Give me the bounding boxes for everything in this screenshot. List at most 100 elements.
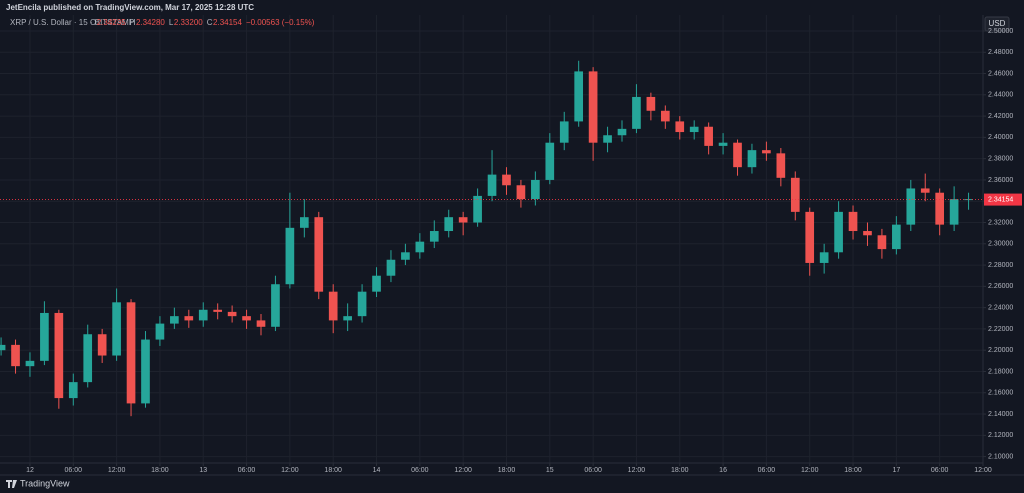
candle-body bbox=[920, 188, 930, 193]
y-tick-label: 2.36000 bbox=[988, 177, 1013, 184]
candle-body bbox=[458, 217, 468, 223]
y-tick-label: 2.12000 bbox=[988, 432, 1013, 439]
candle-body bbox=[819, 252, 829, 263]
candle-body bbox=[97, 334, 107, 356]
candle-body bbox=[762, 150, 771, 154]
candle-body bbox=[242, 316, 251, 321]
x-tick-label: 06:00 bbox=[65, 467, 83, 474]
candle-body bbox=[112, 302, 121, 356]
y-tick-label: 2.20000 bbox=[988, 347, 1013, 354]
x-tick-label: 06:00 bbox=[931, 467, 949, 474]
candle-body bbox=[429, 231, 439, 242]
x-tick-label: 18:00 bbox=[324, 467, 342, 474]
y-tick-label: 2.32000 bbox=[988, 219, 1013, 226]
publisher: JetEncila published on TradingView.com, … bbox=[6, 3, 254, 12]
candle-body bbox=[574, 71, 584, 122]
ohlc-value: 2.34280 bbox=[136, 18, 165, 27]
x-tick-label: 17 bbox=[892, 467, 900, 474]
candle-body bbox=[935, 192, 945, 225]
candle-body bbox=[54, 312, 64, 399]
candle-body bbox=[0, 344, 6, 351]
candle-body bbox=[848, 211, 858, 232]
last-price-label: 2.34154 bbox=[988, 196, 1013, 203]
x-tick-label: 16 bbox=[719, 467, 727, 474]
candle-body bbox=[227, 311, 237, 317]
candle-body bbox=[790, 177, 800, 212]
candle-body bbox=[343, 316, 352, 321]
x-tick-label: 06:00 bbox=[411, 467, 429, 474]
x-tick-label: 06:00 bbox=[584, 467, 602, 474]
x-tick-label: 15 bbox=[546, 467, 554, 474]
candle-body bbox=[632, 96, 641, 129]
y-tick-label: 2.48000 bbox=[988, 49, 1013, 56]
ohlc-value: 2.33200 bbox=[174, 18, 203, 27]
brand-logo bbox=[6, 480, 17, 488]
candle-body bbox=[11, 344, 20, 367]
candle-body bbox=[141, 339, 150, 404]
candle-body bbox=[25, 360, 35, 367]
x-tick-label: 18:00 bbox=[844, 467, 862, 474]
x-tick-label: 14 bbox=[373, 467, 381, 474]
candle-body bbox=[285, 227, 295, 285]
candle-body bbox=[531, 179, 540, 200]
y-tick-label: 2.46000 bbox=[988, 70, 1013, 77]
y-tick-label: 2.18000 bbox=[988, 368, 1013, 375]
x-tick-label: 12:00 bbox=[281, 467, 299, 474]
y-tick-label: 2.44000 bbox=[988, 92, 1013, 99]
x-tick-label: 06:00 bbox=[758, 467, 776, 474]
brand: TradingView bbox=[20, 478, 70, 488]
candle-body bbox=[733, 142, 742, 168]
candle-body bbox=[271, 284, 280, 327]
candle-body bbox=[588, 71, 598, 143]
candle-body bbox=[40, 312, 49, 361]
candle-body bbox=[660, 110, 670, 122]
x-tick-label: 12:00 bbox=[801, 467, 819, 474]
candle-body bbox=[646, 96, 656, 111]
ohlc-value: 2.34235 bbox=[97, 18, 126, 27]
currency[interactable]: USD bbox=[989, 19, 1006, 28]
candle-body bbox=[198, 309, 208, 321]
candle-body bbox=[704, 126, 713, 146]
candle-body bbox=[155, 323, 165, 340]
candle-body bbox=[415, 241, 425, 253]
candle-body bbox=[516, 185, 526, 200]
candle-body bbox=[892, 224, 901, 250]
ohlc-label: C bbox=[207, 18, 213, 27]
ohlc-label: O bbox=[90, 18, 96, 27]
candle-body bbox=[444, 217, 454, 232]
candle-body bbox=[386, 259, 396, 276]
candle-body bbox=[545, 142, 555, 180]
currency-button[interactable] bbox=[984, 16, 1010, 32]
candle-body bbox=[256, 320, 266, 327]
candle-body bbox=[617, 128, 627, 136]
x-tick-label: 12 bbox=[26, 467, 34, 474]
candle-body bbox=[328, 291, 338, 321]
candle-body bbox=[964, 199, 973, 201]
change: −0.00563 (−0.15%) bbox=[246, 18, 315, 27]
candle-body bbox=[299, 217, 309, 228]
candle-body bbox=[83, 334, 93, 383]
x-tick-label: 12:00 bbox=[974, 467, 992, 474]
x-tick-label: 13 bbox=[199, 467, 207, 474]
candle-body bbox=[559, 121, 569, 143]
last-price-tag bbox=[984, 193, 1022, 206]
candle-body bbox=[689, 126, 699, 133]
candle-body bbox=[949, 199, 959, 225]
candle-body bbox=[372, 275, 381, 292]
ohlc-legend: O 2.34235 H 2.34280 L 2.33200 C 2.34154 −0.00563… bbox=[90, 18, 315, 27]
y-tick-label: 2.50000 bbox=[988, 28, 1013, 35]
y-tick-label: 2.26000 bbox=[988, 283, 1013, 290]
y-tick-label: 2.14000 bbox=[988, 411, 1013, 418]
x-tick-label: 18:00 bbox=[671, 467, 689, 474]
y-tick-label: 2.40000 bbox=[988, 134, 1013, 141]
candle-body bbox=[314, 217, 324, 292]
candle-body bbox=[906, 188, 916, 225]
x-tick-label: 18:00 bbox=[151, 467, 169, 474]
candle-body bbox=[776, 153, 786, 178]
candle-body bbox=[675, 121, 685, 133]
y-tick-label: 2.38000 bbox=[988, 156, 1013, 163]
candle-body bbox=[473, 195, 482, 223]
x-tick-label: 12:00 bbox=[454, 467, 472, 474]
candle-body bbox=[603, 135, 612, 143]
